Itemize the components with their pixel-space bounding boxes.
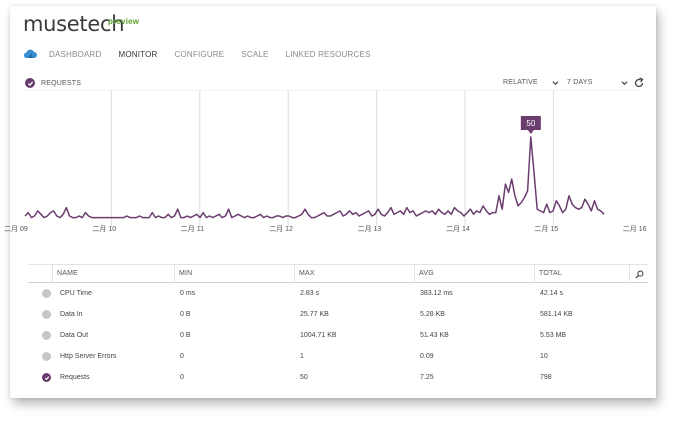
requests-series-line (24, 136, 605, 219)
x-tick-label: 二月 09 (4, 226, 28, 233)
relative-select[interactable]: RELATIVE (503, 79, 538, 86)
table-header: NAME MIN MAX AVG TOTAL (28, 264, 648, 283)
metric-header: REQUESTS (25, 78, 81, 88)
table-search-button[interactable] (629, 265, 648, 283)
chevron-down-icon[interactable] (552, 80, 559, 86)
x-tick-label: 二月 13 (357, 226, 382, 233)
range-select[interactable]: 7 DAYS (567, 79, 593, 86)
row-max: 2.83 s (300, 290, 320, 297)
app-title: musetech (23, 12, 125, 36)
row-min: 0 ms (180, 290, 196, 297)
row-toggle-icon[interactable] (42, 352, 51, 361)
tab-scale[interactable]: SCALE (241, 49, 269, 59)
row-max: 25.77 KB (300, 311, 329, 318)
row-name: Data Out (60, 332, 89, 339)
column-header-total[interactable]: TOTAL (534, 265, 562, 283)
row-avg: 383.12 ms (420, 290, 453, 297)
x-tick-label: 二月 16 (622, 226, 647, 233)
metric-title: REQUESTS (41, 79, 82, 87)
column-header-max[interactable]: MAX (294, 265, 315, 283)
row-avg: 51.43 KB (420, 332, 449, 339)
column-header-name[interactable]: NAME (52, 265, 78, 283)
row-max: 1 (300, 353, 304, 360)
peak-data-label: 50 (526, 119, 535, 128)
row-total: 10 (540, 353, 548, 360)
search-icon (634, 270, 643, 279)
row-name: Data In (60, 311, 83, 318)
x-tick-label: 二月 11 (180, 226, 205, 233)
table-row: CPU Time 0 ms 2.83 s 383.12 ms 42.14 s (28, 283, 648, 304)
row-toggle-icon[interactable] (42, 289, 51, 298)
row-avg: 7.25 (420, 374, 434, 381)
requests-check-icon[interactable] (25, 78, 35, 88)
refresh-icon[interactable] (633, 77, 645, 89)
x-tick-label: 二月 14 (446, 226, 470, 233)
tab-monitor[interactable]: MONITOR (118, 49, 158, 59)
table-row: Http Server Errors 0 1 0.09 10 (28, 346, 648, 367)
requests-chart: 50 (23, 90, 642, 227)
x-tick-label: 二月 10 (92, 226, 117, 233)
peak-label-box (520, 116, 541, 131)
nav-bar: DASHBOARD MONITOR CONFIGURE SCALE LINKED… (23, 47, 388, 61)
peak-label-pointer (527, 130, 534, 135)
row-min: 0 (180, 374, 184, 381)
row-toggle-icon[interactable] (42, 310, 51, 319)
row-max: 1004.71 KB (300, 332, 337, 339)
row-total: 5.53 MB (540, 332, 567, 339)
row-min: 0 (180, 353, 184, 360)
row-name: Requests (60, 374, 90, 381)
row-avg: 0.09 (420, 353, 434, 360)
x-tick-label: 二月 15 (534, 226, 559, 233)
row-check-icon[interactable] (42, 373, 51, 382)
tab-dashboard[interactable]: DASHBOARD (49, 49, 102, 59)
row-name: CPU Time (60, 290, 92, 297)
table-row: Requests 0 50 7.25 798 (28, 367, 648, 388)
chart-x-axis: 二月 09 二月 10 二月 11 二月 12 二月 13 二月 14 二月 15 二月 16 (4, 224, 656, 236)
chevron-down-icon[interactable] (621, 80, 628, 86)
row-total: 42.14 s (540, 290, 563, 297)
requests-chart-svg: 50 (23, 90, 642, 227)
row-min: 0 B (180, 311, 191, 318)
row-name: Http Server Errors (60, 353, 117, 360)
cloud-icon[interactable] (23, 48, 37, 60)
row-min: 0 B (180, 332, 191, 339)
chart-controls: RELATIVE 7 DAYS (10, 77, 656, 90)
x-tick-label: 二月 12 (269, 226, 293, 233)
metrics-table: NAME MIN MAX AVG TOTAL CPU Time 0 ms 2.8… (28, 264, 648, 388)
portal-window: musetech preview DASHBOARD MONITOR CONFI… (4, 6, 656, 398)
table-row: Data In 0 B 25.77 KB 5.28 KB 581.14 KB (28, 304, 648, 325)
tab-configure[interactable]: CONFIGURE (174, 49, 225, 59)
row-max: 50 (300, 374, 308, 381)
column-header-avg[interactable]: AVG (414, 265, 434, 283)
row-total: 581.14 KB (540, 311, 573, 318)
row-toggle-icon[interactable] (42, 331, 51, 340)
column-header-min[interactable]: MIN (174, 265, 192, 283)
table-row: Data Out 0 B 1004.71 KB 51.43 KB 5.53 MB (28, 325, 648, 346)
row-total: 798 (540, 374, 552, 381)
tab-linked-resources[interactable]: LINKED RESOURCES (285, 49, 371, 59)
row-avg: 5.28 KB (420, 311, 445, 318)
preview-badge: preview (108, 17, 140, 26)
